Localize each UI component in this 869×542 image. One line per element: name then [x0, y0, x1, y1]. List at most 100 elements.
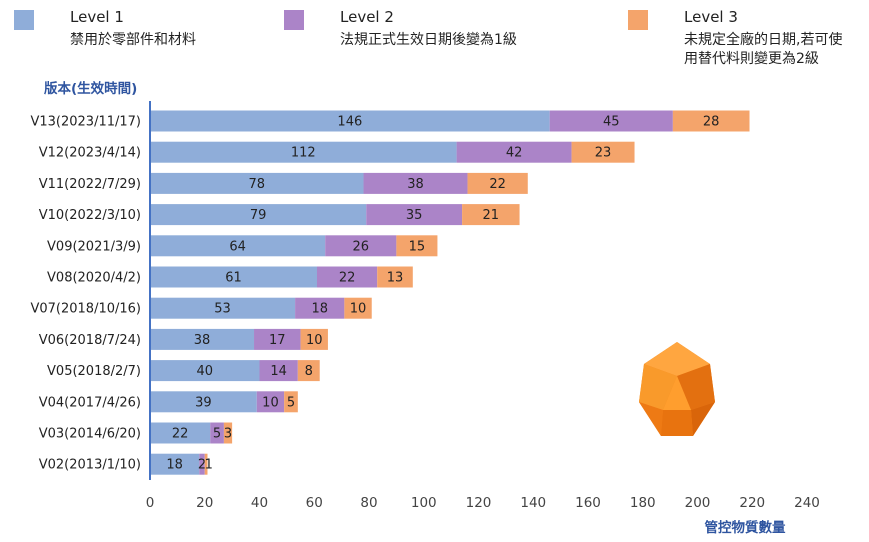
bar-value-label: 18 [311, 302, 328, 317]
bar-level-3 [344, 297, 372, 319]
bar-level-3 [571, 141, 635, 163]
bar-level-1 [150, 422, 211, 444]
bar-level-1 [150, 297, 296, 319]
bar-value-label: 17 [269, 333, 286, 348]
y-axis-title: 版本(生效時間) [44, 80, 137, 97]
category-label: V05(2018/2/7) [47, 364, 141, 379]
category-label: V03(2014/6/20) [39, 427, 141, 442]
bar-value-label: 112 [291, 146, 316, 161]
bar-value-label: 18 [166, 458, 183, 473]
bar-level-2 [199, 453, 205, 475]
category-label: V02(2013/1/10) [39, 458, 141, 473]
bar-level-1 [150, 266, 317, 288]
bar-value-label: 23 [595, 146, 612, 161]
category-label: V12(2023/4/14) [39, 146, 141, 161]
bar-value-label: 40 [196, 364, 213, 379]
legend-swatch-level-1 [14, 10, 34, 30]
bar-value-label: 78 [248, 177, 265, 192]
bar-level-3 [223, 422, 233, 444]
bar-level-1 [150, 172, 364, 194]
x-tick-label: 100 [411, 495, 437, 511]
x-tick-label: 220 [739, 495, 765, 511]
legend-desc-level-3: 未規定全廠的日期,若可使 [684, 31, 842, 48]
category-label: V10(2022/3/10) [39, 208, 141, 223]
bar-level-2 [363, 172, 468, 194]
legend: Level 1 禁用於零部件和材料 Level 2 法規正式生效日期後變為1級 Leve… [14, 8, 842, 67]
bar-level-3 [462, 204, 520, 226]
bar-value-label: 14 [270, 364, 287, 379]
bar-value-label: 42 [506, 146, 523, 161]
bar-level-1 [150, 391, 257, 413]
bar-value-label: 3 [224, 427, 232, 442]
bar-level-3 [672, 110, 750, 132]
x-tick-label: 20 [196, 495, 213, 511]
bar-value-label: 10 [306, 333, 323, 348]
bar-level-1 [150, 360, 260, 382]
bar-value-label: 64 [229, 239, 246, 254]
bar-level-2 [259, 360, 298, 382]
bar-level-1 [150, 453, 200, 475]
bar-value-label: 22 [339, 271, 356, 286]
bar-value-label: 61 [225, 271, 242, 286]
category-label: V08(2020/4/2) [47, 271, 141, 286]
bar-value-label: 2 [198, 458, 206, 473]
bar-level-3 [284, 391, 298, 413]
bar-value-label: 5 [287, 395, 295, 410]
bar-value-label: 10 [350, 302, 367, 317]
bar-level-1 [150, 328, 255, 350]
bar-value-label: 45 [603, 115, 620, 130]
bar-value-label: 22 [489, 177, 506, 192]
legend-title-level-1: Level 1 [70, 8, 124, 26]
bar-level-1 [150, 110, 550, 132]
legend-swatch-level-3 [628, 10, 648, 30]
bar-value-label: 8 [305, 364, 313, 379]
bar-level-2 [295, 297, 345, 319]
bar-level-2 [366, 204, 463, 226]
bar-level-3 [297, 360, 320, 382]
x-tick-label: 160 [575, 495, 601, 511]
bar-level-1 [150, 141, 457, 163]
bar-value-label: 39 [195, 395, 212, 410]
bar-value-label: 79 [250, 208, 267, 223]
x-tick-label: 240 [794, 495, 820, 511]
bar-level-2 [210, 422, 224, 444]
category-label: V07(2018/10/16) [30, 302, 141, 317]
bar-level-3 [300, 328, 328, 350]
bar-level-2 [549, 110, 673, 132]
x-tick-label: 60 [306, 495, 323, 511]
bar-level-3 [377, 266, 413, 288]
bar-value-label: 21 [483, 208, 500, 223]
bar-level-2 [254, 328, 301, 350]
category-labels: V13(2023/11/17) V12(2023/4/14) V11(2022/7/… [30, 115, 141, 473]
bar-value-label: 5 [213, 427, 221, 442]
x-tick-label: 200 [685, 495, 711, 511]
bar-value-label: 10 [262, 395, 279, 410]
bar-value-label: 146 [337, 115, 362, 130]
legend-desc-level-3-line-2: 用替代料則變更為2級 [684, 51, 819, 67]
bar-value-label: 38 [194, 333, 211, 348]
bar-value-label: 1 [205, 458, 213, 473]
bar-value-label: 13 [387, 271, 404, 286]
legend-desc-level-1: 禁用於零部件和材料 [70, 32, 196, 48]
bar-value-label: 38 [407, 177, 424, 192]
x-tick-label: 0 [146, 495, 155, 511]
category-label: V13(2023/11/17) [30, 115, 141, 130]
bar-value-label: 35 [406, 208, 423, 223]
category-label: V04(2017/4/26) [39, 395, 141, 410]
x-tick-label: 40 [251, 495, 268, 511]
legend-swatch-level-2 [284, 10, 304, 30]
bar-value-label: 15 [409, 239, 426, 254]
bar-level-2 [316, 266, 378, 288]
orange-gem-icon [639, 342, 715, 436]
x-axis-ticks: 0 20 40 60 80 100 120 140 160 180 200 220 240 [146, 495, 820, 511]
bar-level-3 [204, 453, 208, 475]
bar-level-1 [150, 235, 326, 257]
bar-value-label: 53 [214, 302, 231, 317]
category-label: V06(2018/7/24) [39, 333, 141, 348]
bar-level-1 [150, 204, 367, 226]
bar-value-label: 28 [703, 115, 720, 130]
x-tick-label: 120 [466, 495, 492, 511]
x-axis-title: 管控物質數量 [705, 519, 786, 536]
bar-level-2 [456, 141, 572, 163]
